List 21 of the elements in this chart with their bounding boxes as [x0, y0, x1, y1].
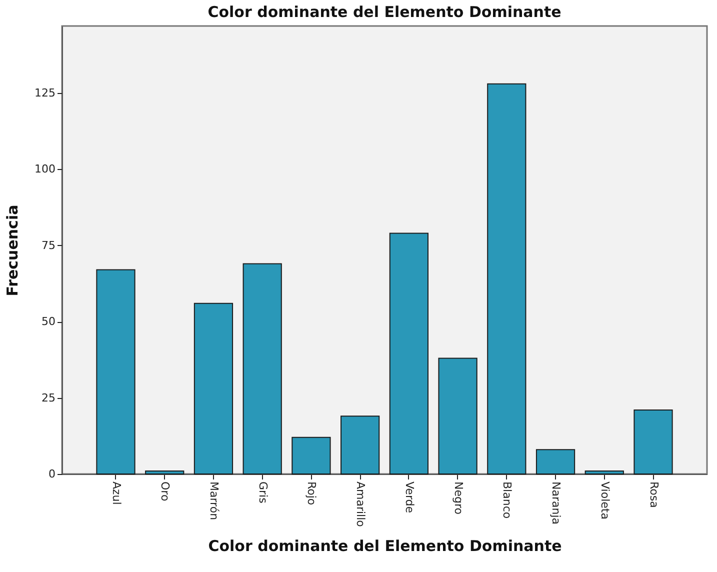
x-tick-label: Gris [256, 482, 270, 504]
y-tick-label: 0 [48, 468, 56, 480]
y-tick-label: 125 [34, 86, 56, 100]
x-tick-label: Rojo [305, 482, 318, 506]
x-tick-label: Marrón [207, 482, 220, 520]
y-tick-label: 75 [42, 238, 56, 252]
y-tick-label: 25 [42, 391, 56, 404]
y-tick-label: 100 [34, 162, 56, 176]
x-tick-label: Negro [452, 482, 465, 515]
chart-title: Color dominante del Elemento Dominante [208, 3, 562, 21]
x-tick-label: Violeta [598, 482, 612, 520]
x-tick-label: Amarillo [354, 482, 368, 528]
x-tick-label: Oro [158, 482, 172, 502]
x-tick-label: Naranja [550, 482, 563, 525]
x-tick-label: Verde [402, 482, 416, 514]
x-axis-title: Color dominante del Elemento Dominante [208, 536, 562, 555]
x-tick-label: Azul [110, 482, 123, 505]
y-axis-title: Frecuencia [4, 204, 22, 296]
y-tick-label: 50 [42, 315, 56, 328]
x-tick-label: Blanco [500, 482, 514, 519]
x-tick-label: Rosa [647, 482, 660, 508]
